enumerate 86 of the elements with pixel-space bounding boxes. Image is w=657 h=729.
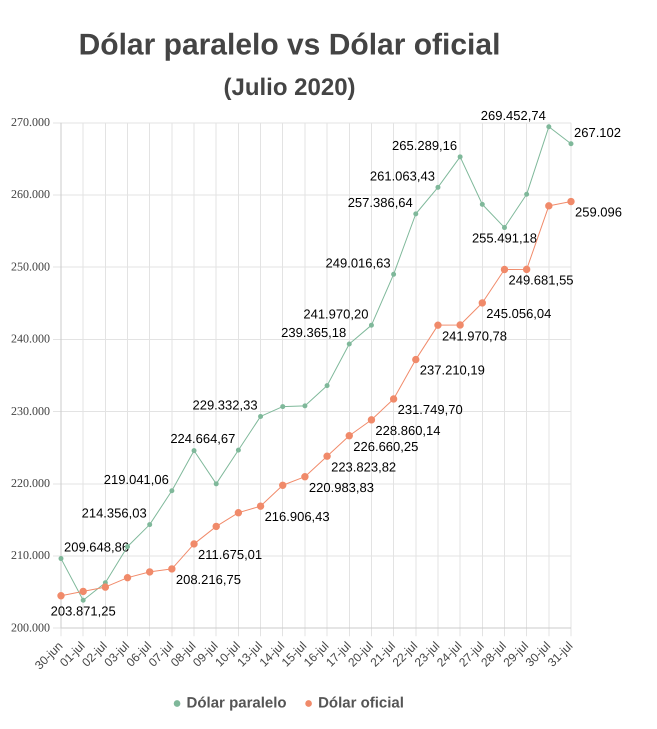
point [391,272,396,277]
point [301,473,309,480]
data-label: 224.664,67 [170,431,236,446]
point [234,509,242,516]
point [500,266,508,274]
data-label: 259.096 [575,204,622,220]
point [190,540,198,548]
point [279,482,286,489]
data-label: 226.660,25 [353,438,418,454]
point [147,522,152,528]
y-tick-label: 220.000 [11,476,50,490]
point [236,448,241,453]
point [302,403,308,408]
y-tick-label: 230.000 [11,404,50,418]
point [79,588,87,596]
point [192,448,197,454]
data-label: 223.823,82 [331,459,396,474]
point [58,556,64,562]
chart-title: Dólar paralelo vs Dólar oficial [78,28,500,62]
data-label: 214.356,03 [82,506,147,521]
point [478,299,486,307]
point [124,574,132,582]
data-label: 261.063,43 [370,168,435,184]
point [546,124,552,130]
point [146,568,154,576]
point [256,502,264,510]
point [502,225,507,230]
y-tick-label: 250.000 [11,259,50,274]
y-tick-label: 200.000 [11,620,50,634]
point [168,565,176,573]
point [80,598,86,603]
point [568,141,574,146]
point [368,322,374,328]
y-tick-label: 240.000 [11,332,50,346]
point [258,414,264,419]
data-label: 237.210,19 [420,362,485,378]
data-label: 203.871,25 [50,603,116,618]
data-label: 267.102 [574,124,621,140]
point [212,522,220,530]
point [169,488,174,494]
data-label: 211.675,01 [198,547,262,562]
data-label: 209.648,86 [64,540,130,555]
point [524,192,530,197]
point [567,198,575,206]
data-label: 228.860,14 [375,422,441,438]
data-label: 219.041,06 [104,472,169,487]
data-label: 269.452,74 [480,108,546,123]
point [368,416,376,424]
data-label: 216.906,43 [264,509,330,524]
point [456,321,464,329]
y-tick-label: 260.000 [11,187,50,202]
point [102,583,110,591]
data-label: 239.365,18 [281,325,346,340]
legend-label: Dólar oficial [318,694,404,712]
data-label: 220.983,83 [308,480,374,495]
data-label: 229.332,33 [192,398,258,413]
y-tick-label: 270.000 [11,114,50,129]
point [57,592,65,600]
data-label: 241.970,20 [303,306,368,322]
data-label: 255.491,18 [472,230,538,246]
point [412,356,420,364]
data-label: 249.681,55 [508,272,574,288]
point [346,341,352,346]
y-tick-label: 210.000 [11,548,50,562]
data-label: 265.289,16 [392,138,458,153]
point [280,404,286,410]
point [458,154,463,160]
point [214,481,219,486]
data-label: 257.386,64 [348,194,413,210]
chart-subtitle: (Julio 2020) [223,74,356,102]
data-label: 241.970,78 [442,328,508,344]
legend-label: Dólar paralelo [186,694,287,712]
point [323,452,331,460]
point [522,266,530,274]
point [545,202,553,210]
point [346,432,353,440]
data-label: 249.016,63 [326,255,391,270]
point [324,383,330,388]
point [390,395,398,403]
point [480,202,485,207]
data-label: 245.056,04 [486,306,552,321]
point [413,211,418,216]
point [435,184,440,190]
data-label: 208.216,75 [176,572,241,587]
point [434,321,442,329]
data-label: 231.749,70 [398,402,463,418]
